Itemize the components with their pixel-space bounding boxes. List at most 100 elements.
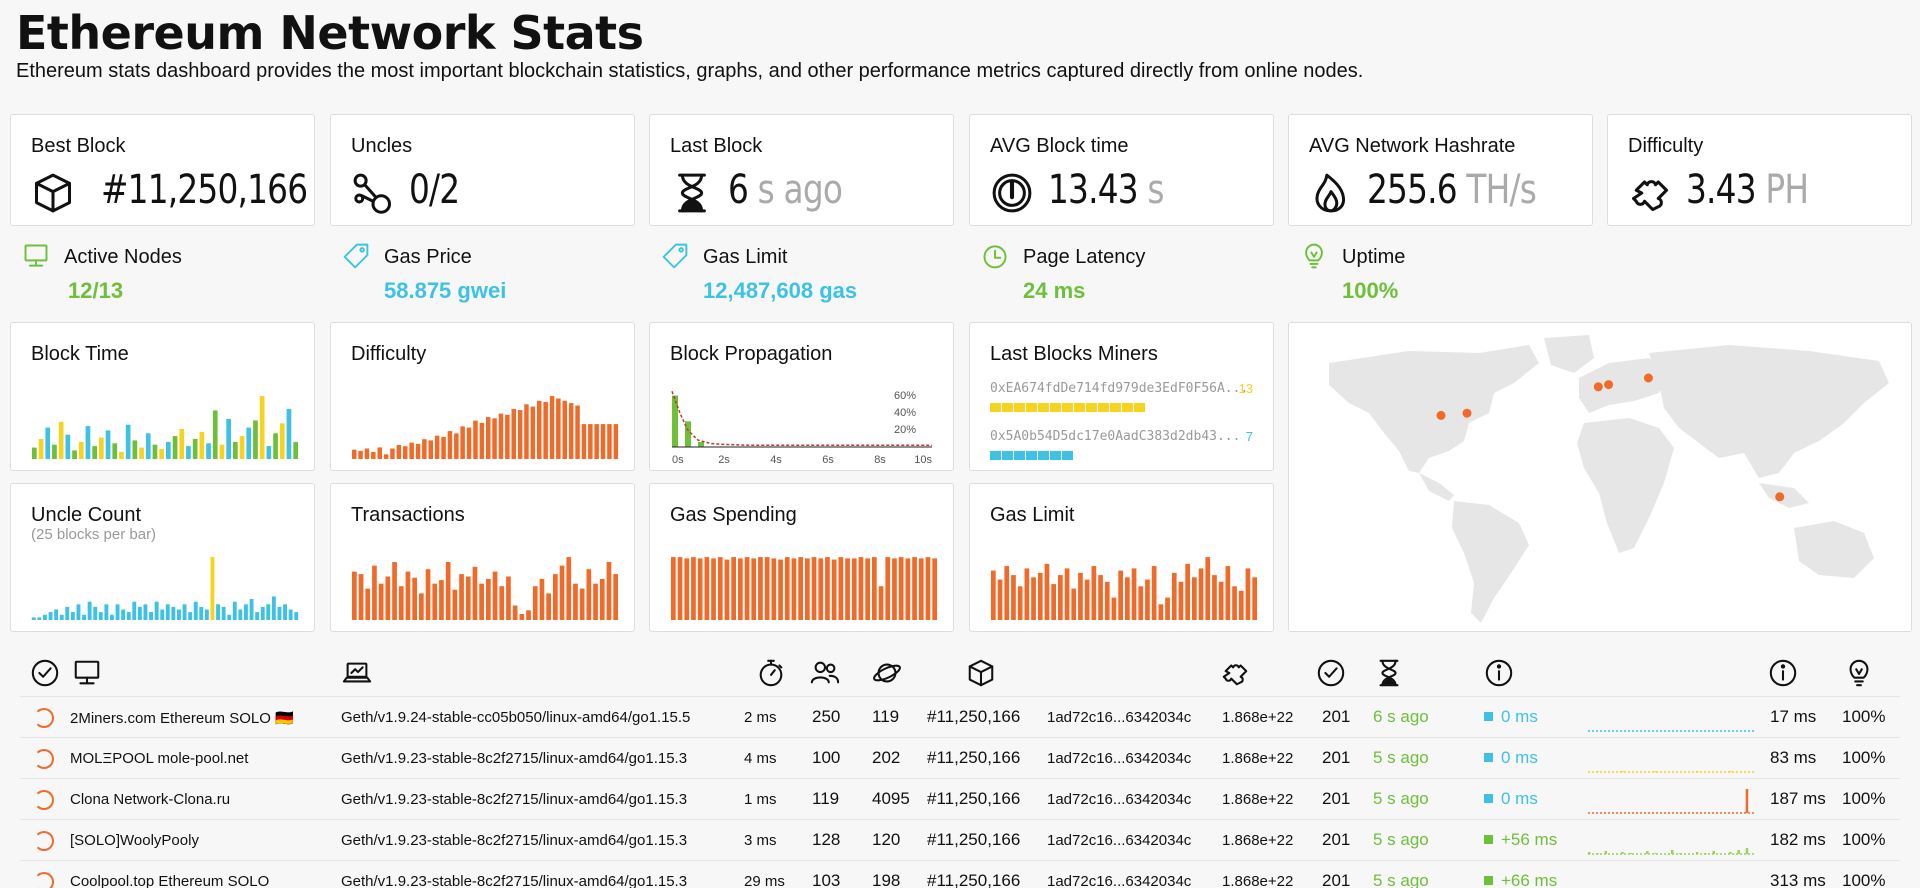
miner-block-square — [1050, 451, 1061, 460]
gas-spending-bar — [825, 557, 830, 620]
puzzle-icon[interactable] — [1220, 658, 1250, 688]
uncle-count-bar — [43, 614, 47, 620]
peers-icon[interactable] — [810, 658, 840, 688]
node-name[interactable]: 2Miners.com Ethereum SOLO 🇩🇪 — [70, 710, 294, 727]
uncle-count-bar — [249, 599, 254, 620]
laptop-icon[interactable] — [342, 658, 372, 688]
node-status-icon — [34, 872, 54, 888]
miner-address[interactable]: 0x5A0b54D5dc17e0AadC383d2db43... — [990, 429, 1241, 444]
propagation-history-sparkline — [1588, 730, 1754, 732]
uncle-count-bar — [193, 601, 198, 620]
table-row[interactable]: [SOLO]WoolyPooly Geth/v1.9.23-stable-8c2… — [20, 819, 1900, 860]
check-circle-icon[interactable] — [30, 658, 60, 688]
uncle-count-chart — [31, 557, 299, 620]
gas-limit-bar — [1078, 572, 1083, 620]
node-avg-propagation: 17 ms — [1770, 707, 1817, 726]
node-marker[interactable] — [1643, 373, 1653, 383]
table-row[interactable]: Coolpool.top Ethereum SOLO Geth/v1.9.23-… — [20, 860, 1900, 888]
gas-spending-bar — [885, 557, 891, 620]
block-time-bar — [273, 433, 278, 459]
node-name[interactable]: MOLΞPOOL mole-pool.net — [70, 750, 249, 767]
node-difficulty: 1.868e+22 — [1222, 791, 1294, 808]
stat-value: 3.43 PH — [1686, 167, 1809, 213]
block-time-chart — [32, 396, 298, 459]
miner-block-square — [1014, 451, 1025, 460]
check-circle-icon[interactable] — [1316, 658, 1346, 688]
table-row[interactable]: MOLΞPOOL mole-pool.net Geth/v1.9.23-stab… — [20, 737, 1900, 778]
gauge-icon — [990, 171, 1034, 215]
gas-limit-bar — [1205, 557, 1211, 620]
miner-block-square — [990, 403, 1001, 412]
gas-limit-bar — [1245, 568, 1251, 620]
hourglass-icon[interactable] — [1374, 658, 1404, 688]
node-name[interactable]: [SOLO]WoolyPooly — [70, 832, 199, 849]
difficulty-bar — [498, 413, 504, 459]
node-marker[interactable] — [1436, 410, 1446, 420]
uncle-count-title: Uncle Count — [31, 504, 142, 526]
block-time-bar — [119, 451, 124, 459]
transactions-bar — [412, 577, 417, 620]
uncle-count-bar — [87, 601, 92, 620]
block-time-bar — [253, 420, 258, 459]
node-block-hash: 1ad72c16...6342034c — [1047, 750, 1192, 767]
node-marker[interactable] — [1593, 382, 1603, 392]
transactions-bar — [593, 583, 598, 620]
tag-icon — [342, 242, 370, 272]
stopwatch-icon[interactable] — [756, 658, 786, 688]
gas-limit-bar — [1091, 566, 1097, 620]
node-marker[interactable] — [1775, 492, 1785, 502]
propagation-dot — [1484, 712, 1493, 721]
block-time-bar — [85, 426, 91, 459]
uncle-count-bar — [137, 606, 142, 620]
node-name[interactable]: Clona Network-Clona.ru — [70, 791, 231, 808]
uncle-count-bar — [171, 606, 176, 620]
uncle-count-bar — [160, 609, 165, 620]
node-pending: 198 — [872, 871, 901, 888]
gas-limit-card: Gas Limit — [969, 483, 1274, 632]
uncle-count-bar — [216, 604, 220, 620]
table-row[interactable]: Clona Network-Clona.ru Geth/v1.9.23-stab… — [20, 778, 1900, 819]
info-label: Page Latency — [1023, 246, 1146, 268]
node-transactions: 201 — [1322, 830, 1351, 849]
node-name[interactable]: Coolpool.top Ethereum SOLO — [70, 873, 270, 888]
cube-icon[interactable] — [966, 658, 996, 688]
node-block: #11,250,166 — [927, 789, 1021, 808]
info-icon[interactable] — [1768, 658, 1798, 688]
gas-spending-bar — [858, 557, 864, 620]
gas-limit-bar — [1104, 581, 1110, 620]
stat-card-1: Uncles 0/2 — [330, 114, 635, 226]
block-time-bar — [166, 441, 171, 459]
node-marker[interactable] — [1604, 380, 1614, 390]
gas-spending-bar — [811, 557, 817, 620]
uncle-count-bar — [121, 609, 126, 620]
stat-card-3: AVG Block time 13.43 s — [969, 114, 1274, 226]
stat-value: 255.6 TH/s — [1367, 167, 1537, 213]
node-peers: 100 — [812, 748, 841, 767]
node-marker[interactable] — [1462, 408, 1472, 418]
gas-limit-bar — [997, 579, 1003, 620]
difficulty-title: Difficulty — [351, 343, 427, 365]
difficulty-bar — [409, 442, 414, 459]
difficulty-bar — [517, 410, 523, 459]
transactions-bar — [372, 565, 377, 620]
miner-address[interactable]: 0xEA674fdDe714fd979de3EdF0F56A... — [990, 381, 1249, 396]
uncle-count-bar — [154, 601, 159, 620]
info-icon[interactable] — [1484, 658, 1514, 688]
stat-value: #11,250,166 — [101, 167, 308, 213]
gas-limit-title: Gas Limit — [990, 504, 1075, 526]
monitor-icon[interactable] — [72, 658, 102, 688]
propagation-bar — [698, 441, 704, 447]
gas-spending-bar — [764, 557, 770, 620]
planet-icon[interactable] — [872, 658, 902, 688]
block-time-title: Block Time — [31, 343, 129, 365]
propagation-x-tick: 10s — [914, 454, 932, 466]
gas-spending-card: Gas Spending — [649, 483, 954, 632]
table-row[interactable]: 2Miners.com Ethereum SOLO 🇩🇪 Geth/v1.9.2… — [20, 696, 1900, 737]
gas-limit-bar — [1252, 577, 1257, 620]
block-time-bar — [139, 447, 144, 459]
propagation-history-sparkline — [1588, 867, 1754, 888]
uncle-count-bar — [31, 617, 36, 620]
sparkline-bar — [1745, 789, 1749, 813]
bulb-icon[interactable] — [1844, 658, 1874, 688]
stat-label: AVG Block time — [990, 135, 1129, 157]
